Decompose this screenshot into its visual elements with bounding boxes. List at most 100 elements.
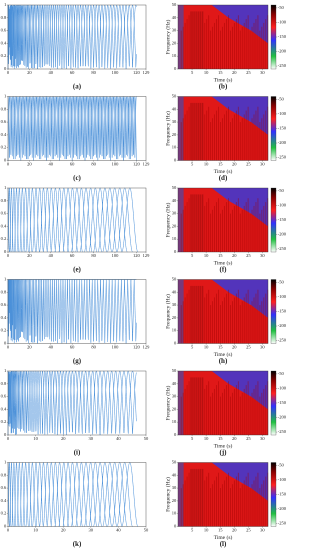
x-tick-label: 20 [232, 528, 237, 533]
heatmap-low-region [211, 371, 268, 410]
heatmap-stripe [206, 293, 208, 344]
curve [111, 187, 128, 253]
curve [7, 370, 137, 436]
colorbar-tick-label: -50 [278, 188, 285, 193]
curve [116, 462, 133, 527]
heatmap-stripe [232, 392, 233, 435]
x-tick-label: 0 [7, 528, 10, 533]
colorbar-tick-label: -250 [278, 63, 287, 68]
heatmap-low-region [211, 462, 268, 501]
x-tick-label: 100 [112, 162, 120, 167]
heatmap-stripe [257, 15, 259, 70]
heatmap-stripe [214, 297, 215, 344]
x-tick-label: 10 [204, 70, 209, 75]
colorbar [270, 279, 277, 344]
curve [7, 461, 12, 527]
x-tick-label: 20 [232, 70, 237, 75]
y-tick-label: 0.8 [1, 106, 7, 111]
heatmap-stripe [196, 102, 198, 161]
heatmap-low-region [211, 279, 268, 318]
heatmap-stripe [263, 22, 265, 70]
curve [50, 462, 61, 527]
x-tick-label: 25 [246, 436, 251, 441]
x-tick-label: 50 [144, 528, 149, 533]
heatmap-stripe [206, 19, 208, 69]
x-tick-label: 40 [116, 528, 121, 533]
heatmap-stripe [212, 118, 214, 161]
colorbar-tick-label: -200 [278, 506, 287, 511]
heatmap-stripe [257, 106, 259, 161]
x-tick-label: 40 [49, 345, 54, 350]
colorbar-tick-label: -100 [278, 19, 287, 24]
heatmap-stripe [261, 209, 263, 252]
heatmap-stripe [216, 476, 217, 527]
colorbar-tick-label: -250 [278, 155, 287, 160]
y-tick-label: 0.6 [1, 28, 7, 33]
colorbar-tick-label: -150 [278, 400, 287, 405]
x-tick-label: 20 [27, 162, 32, 167]
heatmap-stripe [267, 472, 269, 527]
y-tick-label: 0.8 [1, 472, 7, 477]
heatmap-stripe [192, 468, 194, 527]
heatmap-stripe [222, 484, 223, 527]
y-tick-label: 30 [172, 119, 177, 124]
heatmap-stripe [200, 285, 202, 344]
y-tick-label: 0 [174, 158, 177, 163]
y-tick-label: 0 [4, 158, 7, 163]
x-tick-label: 25 [246, 345, 251, 350]
x-axis-title: Time (s) [214, 442, 233, 449]
heatmap-stripe [220, 30, 221, 70]
x-tick-label: 80 [91, 253, 96, 258]
heatmap-stripe [200, 377, 202, 435]
axes-frame [7, 462, 147, 527]
heatmap-stripe [228, 106, 229, 161]
heatmap-stripe [253, 480, 255, 527]
heatmap-stripe [243, 205, 245, 252]
axes-frame [7, 4, 147, 70]
heatmap-stripe [194, 11, 196, 69]
y-tick-label: 50 [172, 368, 177, 373]
y-tick-label: 30 [172, 394, 177, 399]
y-tick-label: 0.6 [1, 302, 7, 307]
heatmap-stripe [210, 213, 212, 252]
heatmap-stripe [214, 388, 215, 435]
y-tick-label: 1 [4, 368, 6, 373]
colorbar-tick-label: -250 [278, 338, 287, 343]
heatmap-stripe [188, 198, 190, 252]
x-tick-label: 20 [232, 345, 237, 350]
x-tick-label: 10 [204, 162, 209, 167]
heatmap-stripe [182, 209, 184, 252]
heatmap-stripe [237, 106, 239, 161]
colorbar-tick-label: -100 [278, 385, 287, 390]
y-tick-label: 0 [4, 249, 7, 254]
colorbar [270, 187, 277, 253]
heatmap-stripe [245, 476, 247, 527]
heatmap-stripe [259, 30, 261, 70]
heatmap-stripe [261, 26, 263, 69]
y-tick-label: 0.8 [1, 15, 7, 20]
heatmap-stripe [241, 484, 243, 527]
colorbar-tick-label: -150 [278, 309, 287, 314]
heatmap-stripe [249, 488, 251, 527]
heatmap-stripe [204, 22, 206, 70]
heatmap-stripe [184, 480, 186, 527]
x-tick-label: 10 [204, 253, 209, 258]
curve [28, 187, 36, 253]
curve [102, 187, 118, 253]
x-tick-label: 80 [91, 70, 96, 75]
heatmap-stripe [226, 110, 227, 161]
heatmap-low-region [211, 188, 268, 227]
panel-label: (a) [73, 83, 82, 91]
heatmap-stripe [251, 26, 253, 69]
curve [7, 187, 12, 253]
heatmap-stripe [204, 205, 206, 252]
x-tick-label: 20 [61, 528, 66, 533]
colorbar-tick-label: -150 [278, 34, 287, 39]
heatmap-stripe [233, 114, 235, 161]
x-tick-label: 40 [49, 253, 54, 258]
heatmap-stripe [259, 396, 261, 435]
y-tick-label: 20 [172, 132, 177, 137]
x-tick-label: 30 [260, 528, 265, 533]
x-tick-label: 20 [27, 345, 32, 350]
heatmap-stripe [245, 293, 247, 344]
